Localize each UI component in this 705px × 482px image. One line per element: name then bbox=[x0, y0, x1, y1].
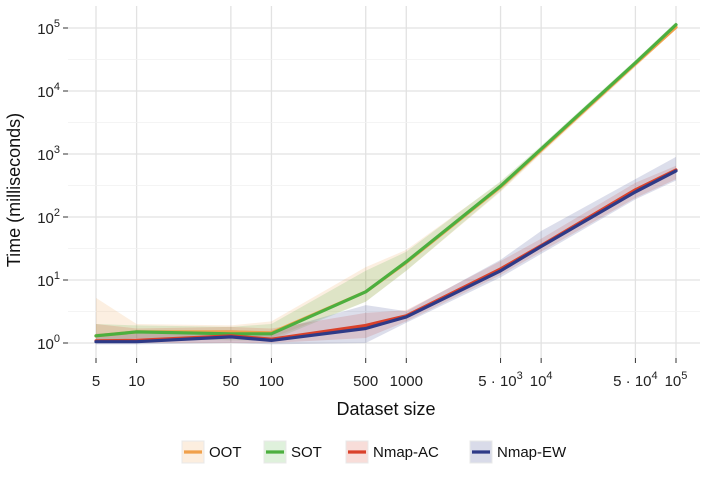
legend-label: SOT bbox=[291, 444, 322, 461]
x-tick-label-exponent: 3 bbox=[517, 370, 523, 382]
x-tick-label: 50 bbox=[223, 373, 240, 390]
plot-background bbox=[68, 6, 700, 358]
y-tick-label-exponent: 1 bbox=[54, 270, 60, 282]
x-tick-label: 5 bbox=[92, 373, 100, 390]
y-tick-label: 100 bbox=[37, 333, 60, 353]
x-tick-label-text: 5 · 10 bbox=[478, 373, 516, 390]
y-tick-label-text: 10 bbox=[37, 84, 54, 101]
x-tick-label-text: 100 bbox=[259, 373, 284, 390]
x-tick-label-text: 10 bbox=[530, 373, 547, 390]
y-tick-label-exponent: 2 bbox=[54, 207, 60, 219]
x-tick-label: 100 bbox=[259, 373, 284, 390]
x-tick-label: 1000 bbox=[390, 373, 423, 390]
x-tick-label-text: 10 bbox=[128, 373, 145, 390]
legend-label: Nmap-EW bbox=[497, 444, 567, 461]
y-tick-label: 102 bbox=[37, 207, 60, 227]
y-tick-label-text: 10 bbox=[37, 336, 54, 353]
x-axis-title: Dataset size bbox=[336, 399, 435, 419]
x-tick-label: 5 · 103 bbox=[478, 370, 522, 390]
legend-item-oot: OOT bbox=[181, 440, 242, 464]
y-axis-title: Time (milliseconds) bbox=[4, 113, 24, 267]
line-nmap-ew bbox=[94, 169, 678, 344]
x-tick-label: 500 bbox=[353, 373, 378, 390]
x-tick-label-text: 1000 bbox=[390, 373, 423, 390]
y-tick-label-exponent: 4 bbox=[54, 81, 60, 93]
x-tick-label: 105 bbox=[665, 370, 688, 390]
y-tick-label: 104 bbox=[37, 81, 60, 101]
y-tick-label-exponent: 5 bbox=[54, 18, 60, 30]
series-lines bbox=[94, 23, 678, 344]
x-tick-label-exponent: 5 bbox=[681, 370, 687, 382]
line-sot bbox=[94, 23, 678, 338]
y-tick-label-text: 10 bbox=[37, 147, 54, 164]
x-tick-label-exponent: 4 bbox=[546, 370, 552, 382]
legend-item-nmap-ew: Nmap-EW bbox=[469, 440, 567, 464]
y-tick-label: 105 bbox=[37, 18, 60, 38]
y-tick-label-exponent: 0 bbox=[54, 333, 60, 345]
x-tick-label: 10 bbox=[128, 373, 145, 390]
y-tick-label: 101 bbox=[37, 270, 60, 290]
legend-label: OOT bbox=[209, 444, 242, 461]
x-tick-label-text: 10 bbox=[665, 373, 682, 390]
x-tick-label: 5 · 104 bbox=[613, 370, 657, 390]
x-tick-label-text: 5 bbox=[92, 373, 100, 390]
x-axis-ticks: 5 10 50 100 500 1000 5 · 103 104 5 · 104 105 bbox=[92, 358, 688, 390]
x-tick-label-text: 500 bbox=[353, 373, 378, 390]
y-tick-label-text: 10 bbox=[37, 21, 54, 38]
legend-item-sot: SOT bbox=[263, 440, 322, 464]
x-tick-label-text: 5 · 10 bbox=[613, 373, 651, 390]
y-tick-label: 103 bbox=[37, 144, 60, 164]
x-tick-label: 104 bbox=[530, 370, 553, 390]
y-tick-label-text: 10 bbox=[37, 273, 54, 290]
legend: OOT SOT Nmap-AC Nmap-EW bbox=[181, 440, 567, 464]
y-tick-label-text: 10 bbox=[37, 210, 54, 227]
legend-item-nmap-ac: Nmap-AC bbox=[345, 440, 439, 464]
y-tick-label-exponent: 3 bbox=[54, 144, 60, 156]
x-tick-label-text: 50 bbox=[223, 373, 240, 390]
band-oot bbox=[96, 24, 676, 343]
x-tick-label-exponent: 4 bbox=[652, 370, 658, 382]
legend-label: Nmap-AC bbox=[373, 444, 439, 461]
